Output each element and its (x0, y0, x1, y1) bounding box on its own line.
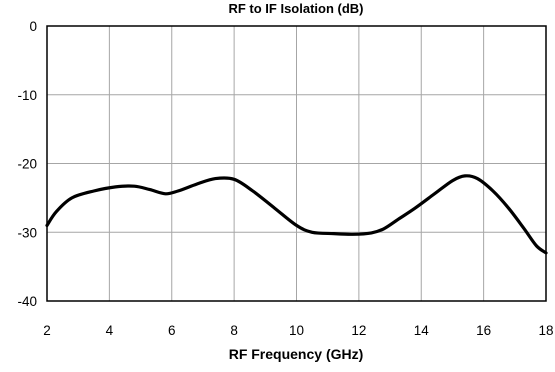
y-tick-label: -20 (17, 157, 37, 172)
y-tick-label: -40 (17, 294, 37, 309)
y-tick-label: -30 (17, 225, 37, 240)
series-group (45, 174, 548, 255)
plot-area-border (46, 25, 547, 302)
x-tick-label: 10 (289, 323, 304, 338)
x-axis-label: RF Frequency (GHz) (229, 346, 364, 362)
y-tick-label: 0 (29, 19, 37, 34)
y-tick-labels: 0 -10 -20 -30 -40 (17, 19, 37, 309)
x-tick-label: 14 (414, 323, 430, 338)
y-tick-label: -10 (17, 88, 37, 103)
x-tick-label: 16 (476, 323, 491, 338)
series-line (45, 174, 548, 255)
chart-title: RF to IF Isolation (dB) (228, 1, 363, 16)
x-tick-label: 2 (43, 323, 51, 338)
x-tick-label: 18 (538, 323, 553, 338)
grid (47, 26, 546, 301)
x-tick-label: 6 (168, 323, 176, 338)
x-tick-label: 4 (106, 323, 114, 338)
x-tick-label: 12 (351, 323, 366, 338)
x-tick-label: 8 (230, 323, 238, 338)
x-tick-labels: 2 4 6 8 10 12 14 16 18 (43, 323, 553, 338)
